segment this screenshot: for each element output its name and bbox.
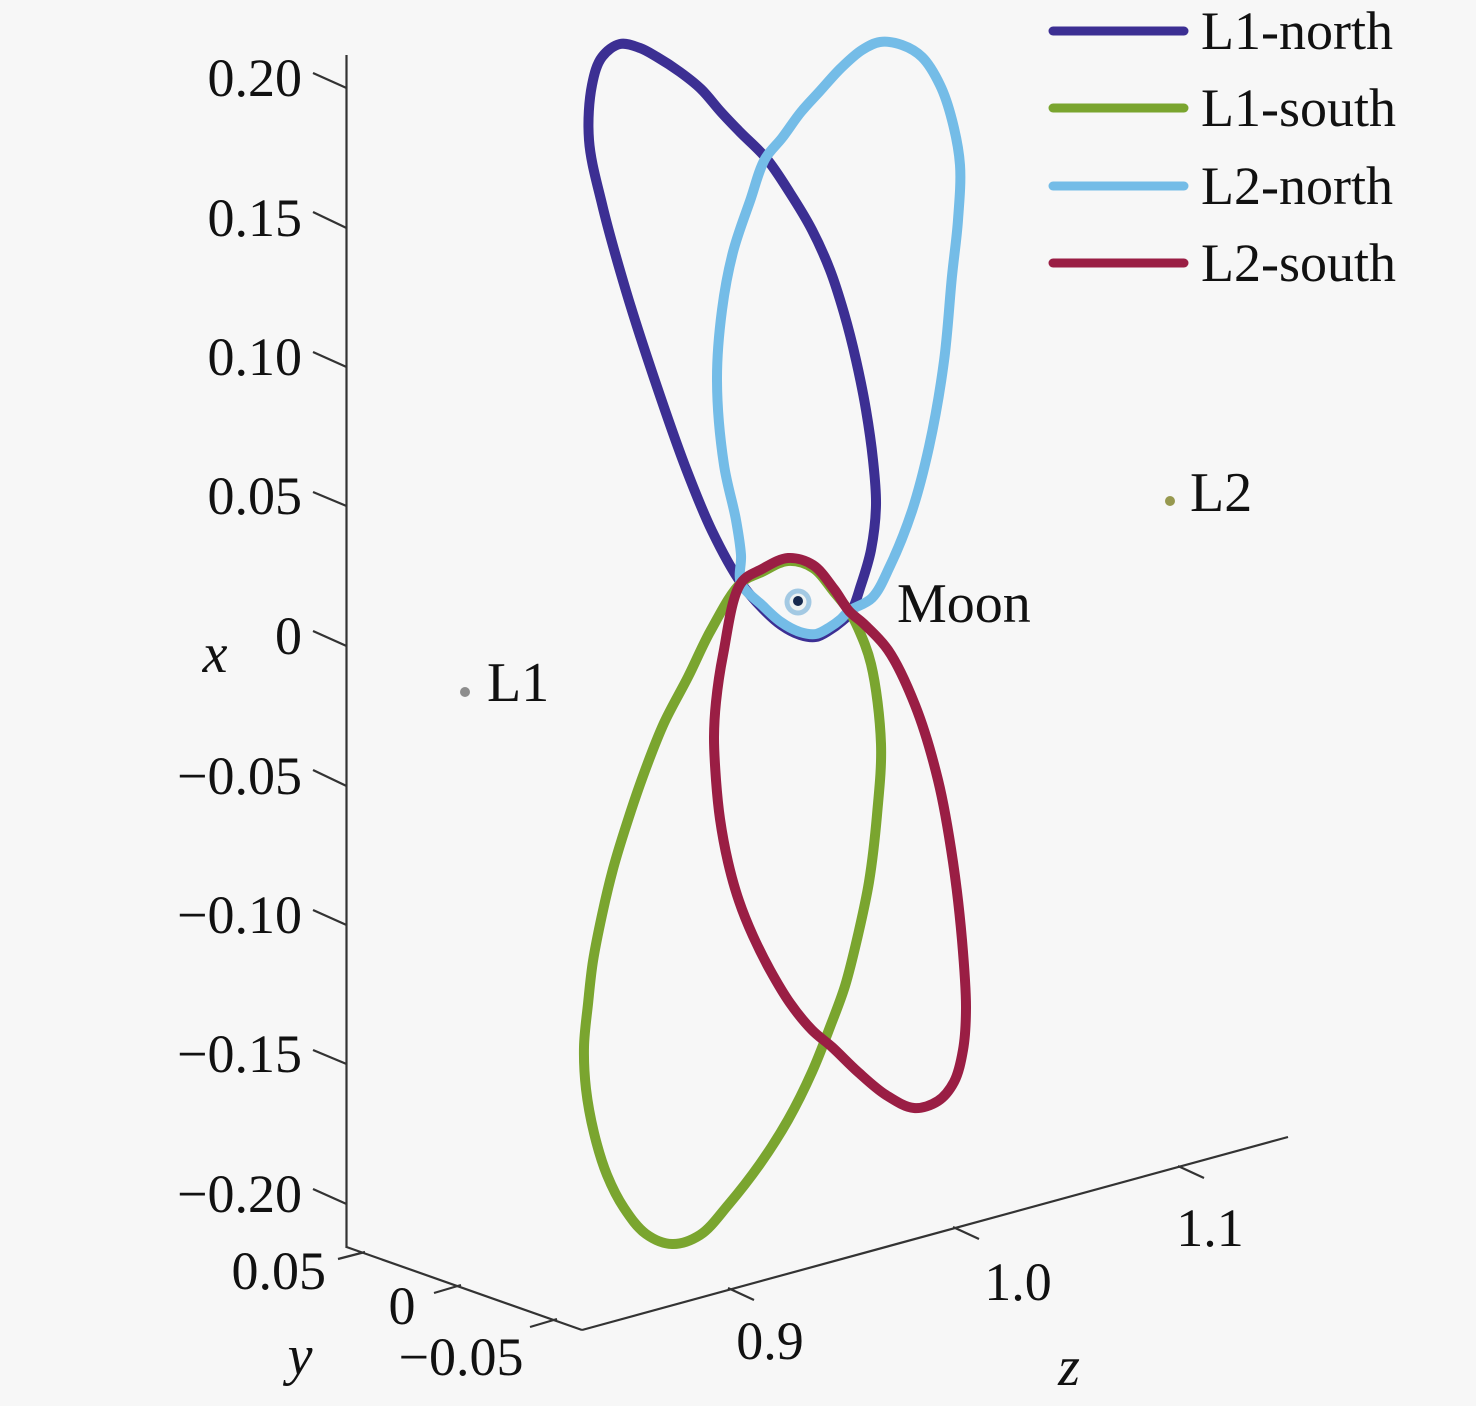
svg-text:y: y xyxy=(283,1325,313,1387)
svg-text:1.0: 1.0 xyxy=(984,1252,1052,1312)
svg-text:Moon: Moon xyxy=(897,573,1031,635)
svg-text:0: 0 xyxy=(389,1276,416,1336)
svg-text:0.10: 0.10 xyxy=(208,327,303,387)
svg-text:−0.20: −0.20 xyxy=(177,1164,302,1224)
svg-text:0.05: 0.05 xyxy=(208,466,303,526)
svg-text:z: z xyxy=(1057,1336,1080,1398)
svg-text:−0.15: −0.15 xyxy=(177,1024,302,1084)
svg-text:−0.10: −0.10 xyxy=(177,885,302,945)
svg-text:1.1: 1.1 xyxy=(1176,1198,1244,1258)
svg-text:x: x xyxy=(202,623,228,685)
svg-text:L1-south: L1-south xyxy=(1201,78,1396,138)
svg-text:L1: L1 xyxy=(487,652,549,714)
svg-text:0.15: 0.15 xyxy=(208,188,303,248)
svg-text:0: 0 xyxy=(275,606,302,666)
svg-text:0.20: 0.20 xyxy=(208,48,303,108)
svg-text:L2: L2 xyxy=(1190,462,1252,524)
svg-text:0.05: 0.05 xyxy=(232,1241,327,1301)
svg-text:L2-south: L2-south xyxy=(1201,233,1396,293)
svg-text:L2-north: L2-north xyxy=(1201,156,1393,216)
svg-text:−0.05: −0.05 xyxy=(177,746,302,806)
svg-text:L1-north: L1-north xyxy=(1201,1,1393,61)
svg-text:0.9: 0.9 xyxy=(736,1311,804,1371)
svg-text:−0.05: −0.05 xyxy=(399,1327,524,1387)
